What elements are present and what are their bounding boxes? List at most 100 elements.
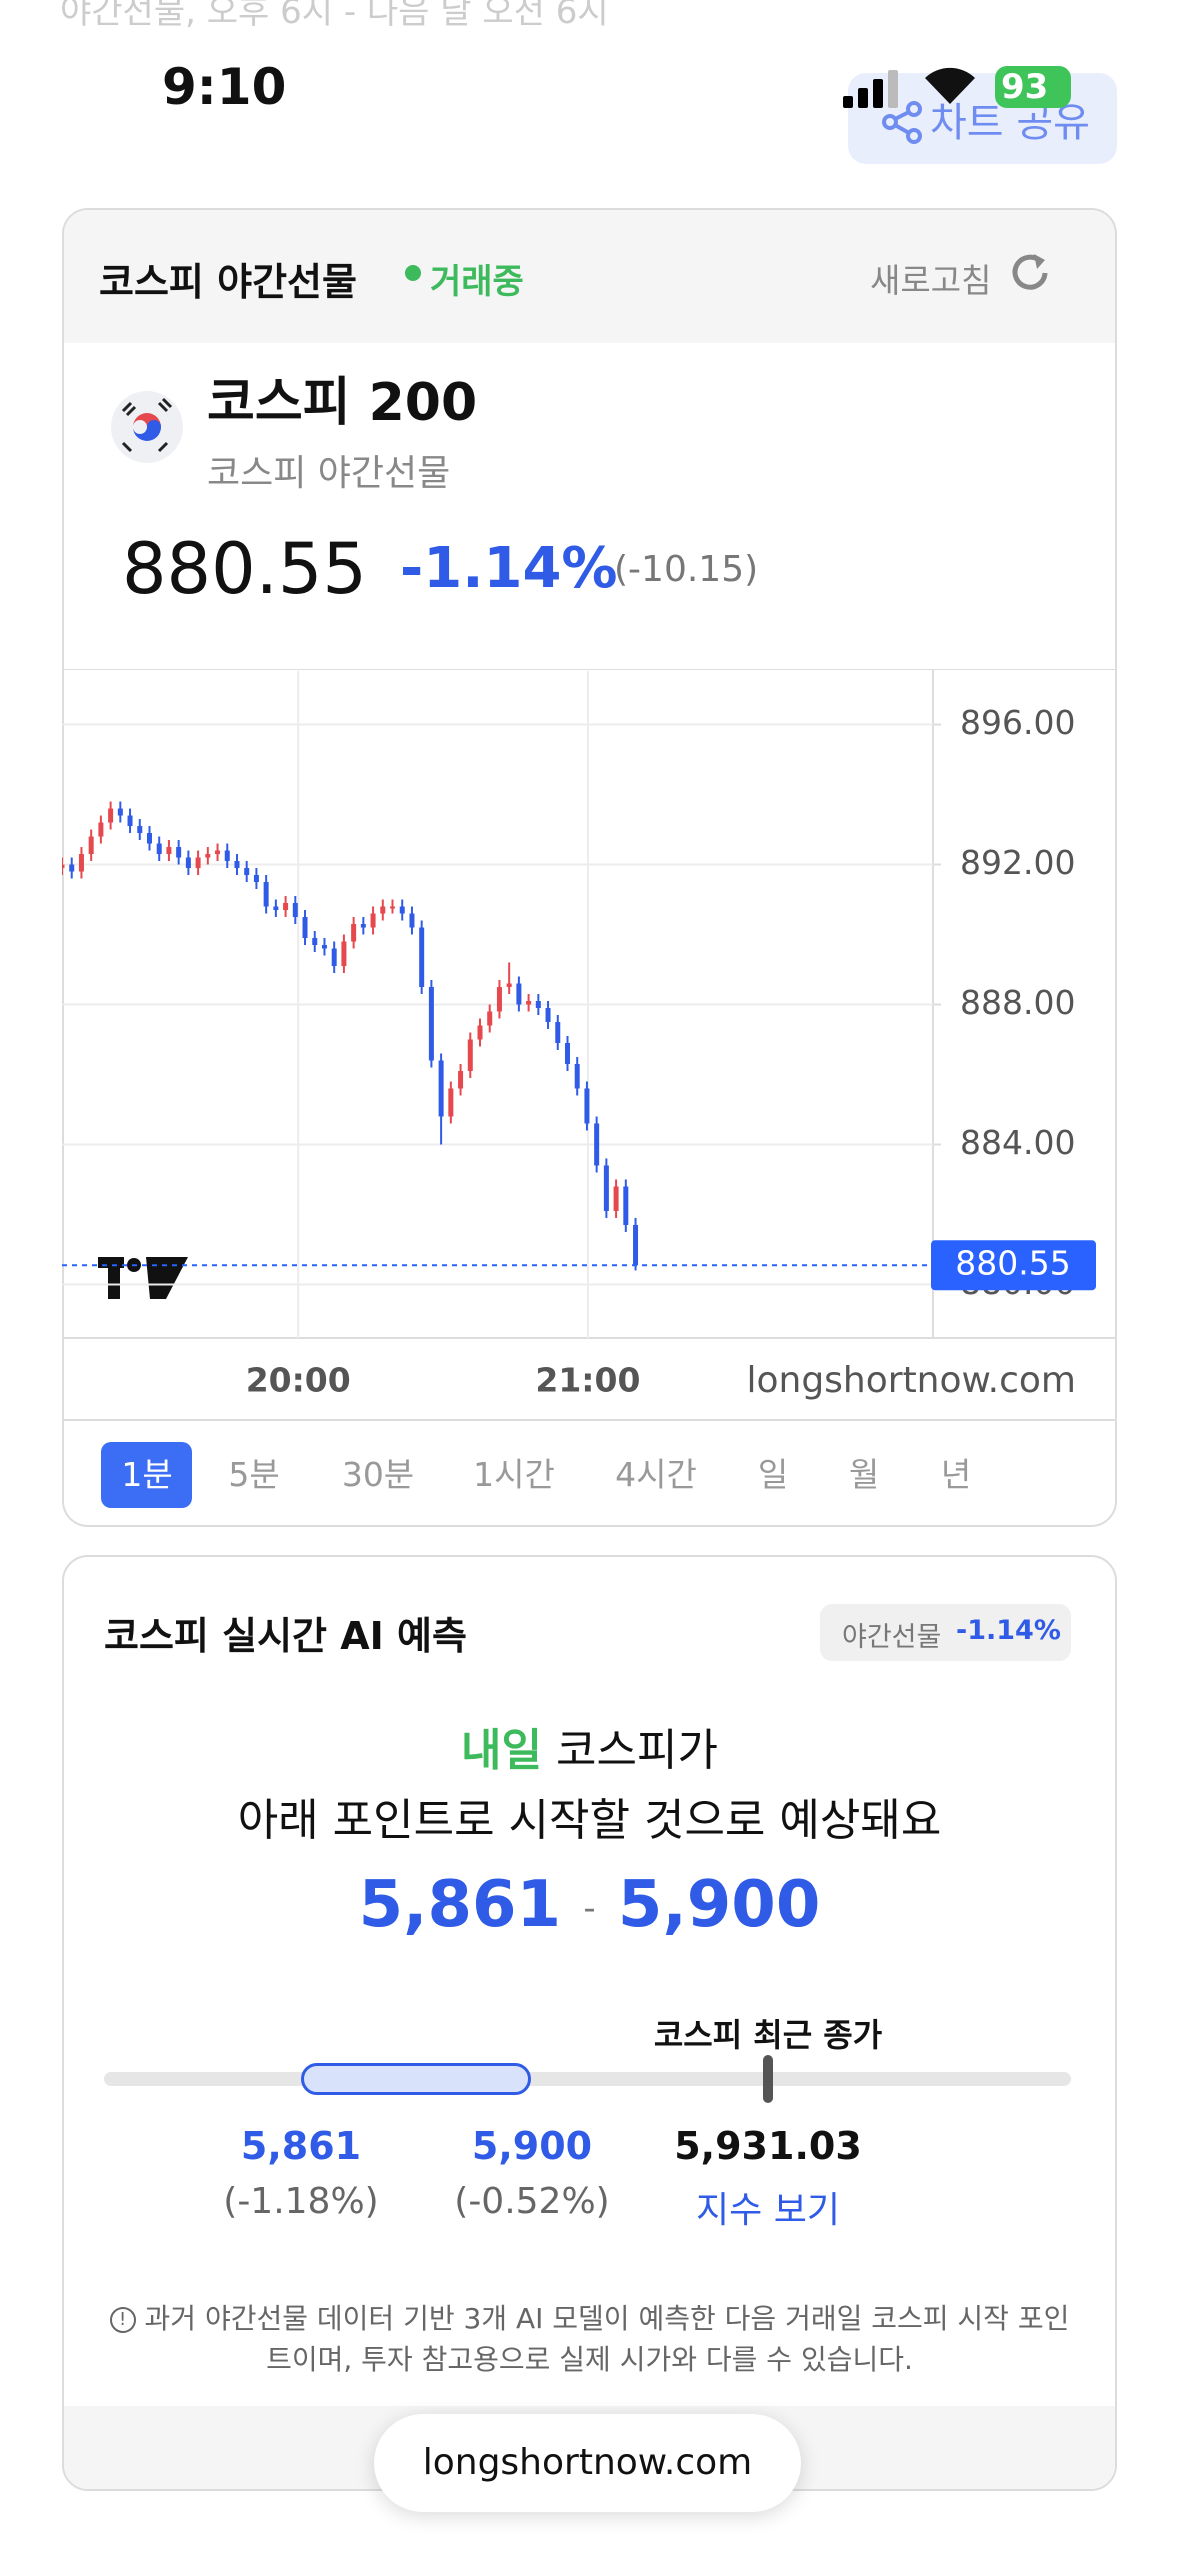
close-caption: 코스피 최근 종가 (653, 2016, 883, 2054)
candle-body (137, 826, 143, 834)
info-icon: ! (109, 2307, 136, 2333)
footer-pill[interactable]: longshortnow.com (374, 2414, 801, 2512)
candle-body (62, 864, 65, 869)
candle-body (234, 861, 240, 869)
subline: 아래 포인트로 시작할 것으로 예상돼요 (237, 1795, 942, 1846)
candle-body (253, 875, 259, 883)
candle-body (215, 850, 221, 855)
interval-tab[interactable]: 일 (757, 1455, 789, 1494)
interval-tab[interactable]: 5분 (228, 1455, 280, 1494)
badge (820, 1604, 1071, 1661)
candle-body (69, 864, 75, 872)
disclaimer-line: 트이며, 투자 참고용으로 실제 시가와 다를 수 있습니다. (266, 2343, 913, 2376)
candle-body (399, 906, 405, 914)
top-caption: 야간선물, 오후 6시 - 다음 날 오전 6시 (60, 0, 609, 32)
card-header (64, 210, 1115, 343)
badge-value: -1.14% (956, 1615, 1061, 1646)
candle-body (487, 1011, 493, 1026)
active-tab-bg (101, 1442, 192, 1508)
candle-body (283, 903, 289, 911)
headline: 내일 코스피가 (0, 1714, 1179, 1778)
candle-body (312, 938, 318, 946)
candle-body (117, 808, 123, 816)
candle-body (156, 843, 162, 855)
candle-body (409, 913, 415, 928)
candle-body (467, 1039, 473, 1071)
candle-body (98, 822, 104, 837)
disclaimer-text: 과거 야간선물 데이터 기반 3개 AI 모델이 예측한 다음 거래일 코스피 … (144, 2302, 1070, 2335)
interval-tab[interactable]: 월 (848, 1455, 880, 1494)
instrument-name: 코스피 200 (207, 373, 478, 433)
candle-body (370, 913, 376, 928)
tv-logo (98, 1257, 188, 1299)
candle-body (78, 854, 84, 872)
x-tick-label: 20:00 (246, 1361, 351, 1400)
candle-body (603, 1165, 609, 1211)
low-pct: (-1.18%) (223, 2181, 379, 2222)
interval-tab[interactable]: 30분 (341, 1455, 415, 1494)
wifi-icon (925, 67, 975, 104)
interval-tab[interactable]: 4시간 (615, 1455, 697, 1494)
interval-tab[interactable]: 1시간 (473, 1455, 555, 1494)
candle-body (176, 847, 182, 858)
status-time: 9:10 (162, 58, 287, 116)
last-price-box (931, 1240, 1096, 1291)
candle-body (273, 906, 279, 911)
x-tick-label: 21:00 (535, 1361, 640, 1400)
candle-body (88, 836, 94, 855)
signal-icon (843, 70, 898, 108)
range-low: 5,861 (358, 1868, 562, 1942)
candle-body (263, 882, 269, 907)
interval-tab[interactable]: 1분 (121, 1455, 173, 1494)
candle-body (506, 983, 512, 988)
candle-body (360, 924, 366, 928)
range-high: 5,900 (617, 1868, 821, 1942)
slider-track (104, 2072, 1071, 2086)
change-amount: (-10.15) (614, 549, 759, 590)
refresh-button[interactable]: 새로고침 (870, 261, 992, 300)
y-tick-label: 896.00 (960, 703, 1075, 742)
candle-body (496, 987, 502, 1012)
high-pct: (-0.52%) (454, 2181, 610, 2222)
candle-body (292, 903, 298, 918)
prediction-title: 코스피 실시간 AI 예측 (104, 1614, 467, 1658)
candle-body (205, 854, 211, 858)
candle-body (458, 1070, 464, 1089)
range-sep: - (583, 1888, 596, 1929)
share-icon (882, 101, 922, 144)
close-link[interactable]: 지수 보기 (696, 2190, 840, 2231)
candle-body (166, 847, 172, 855)
refresh-icon[interactable] (1007, 250, 1053, 296)
candle-body (321, 945, 327, 949)
candle-body (633, 1224, 639, 1266)
candle-body (555, 1021, 561, 1043)
y-tick-label: 884.00 (960, 1123, 1075, 1162)
candle-body (428, 987, 434, 1061)
candle-body (224, 850, 230, 862)
chart-source: longshortnow.com (746, 1360, 1076, 1401)
candle-body (127, 815, 133, 827)
battery: 93 (995, 66, 1071, 108)
status-dot (405, 265, 421, 281)
candle-body (594, 1123, 600, 1166)
candle-body (623, 1186, 629, 1225)
y-tick-label: 892.00 (960, 843, 1075, 882)
interval-tab[interactable]: 년 (940, 1455, 972, 1494)
candle-body (380, 906, 386, 914)
candle-body (390, 906, 396, 909)
candle-body (108, 808, 114, 823)
candle-body (185, 857, 191, 869)
candle-body (613, 1186, 619, 1211)
candle-body (244, 868, 250, 876)
slider-range (301, 2063, 531, 2095)
instrument-subtitle: 코스피 야간선물 (207, 453, 451, 494)
low-value: 5,861 (240, 2124, 362, 2168)
high-value: 5,900 (471, 2124, 593, 2168)
predicted-range: 5,861 - 5,900 (0, 1868, 1179, 1942)
candle-body (331, 948, 337, 967)
candle-body (574, 1063, 580, 1089)
current-price: 880.55 (122, 528, 367, 610)
headline-rest: 코스피가 (556, 1725, 718, 1776)
